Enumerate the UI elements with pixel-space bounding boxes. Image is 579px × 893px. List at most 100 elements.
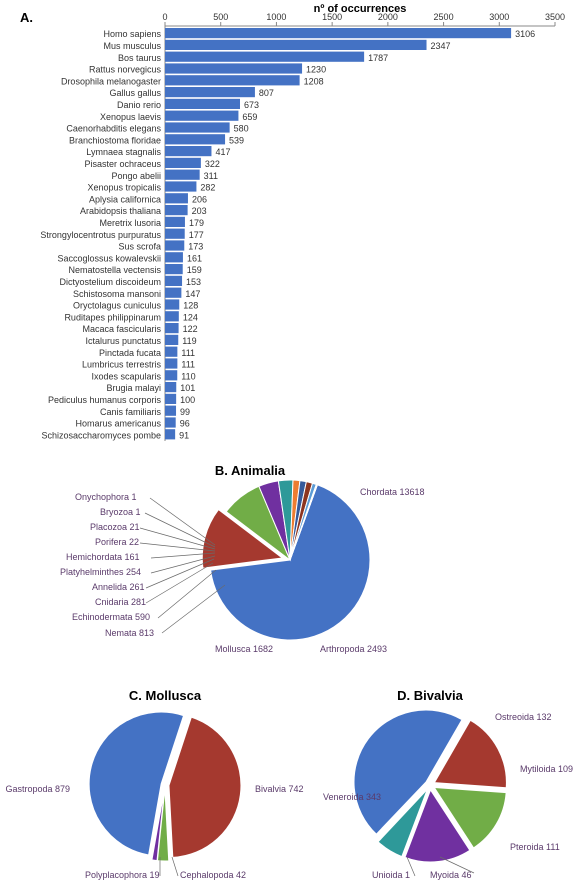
bar-value: 173 <box>188 242 203 252</box>
bar-value: 539 <box>229 135 244 145</box>
bar-name: Brugia malayi <box>106 383 161 393</box>
pie-label: Onychophora 1 <box>75 492 137 502</box>
bar-value: 122 <box>183 324 198 334</box>
pie-label: Mytiloida 109 <box>520 764 573 774</box>
bar-name: Lumbricus terrestris <box>82 360 162 370</box>
tick-label: 0 <box>162 12 167 22</box>
bar-value: 417 <box>215 147 230 157</box>
bar-value: 100 <box>180 395 195 405</box>
bar-value: 124 <box>183 312 198 322</box>
bar-name: Canis familiaris <box>100 407 162 417</box>
bar-value: 282 <box>200 183 215 193</box>
bar <box>165 158 201 168</box>
bar-name: Pediculus humanus corporis <box>48 395 162 405</box>
bar-value: 673 <box>244 100 259 110</box>
bar-name: Sus scrofa <box>118 242 161 252</box>
bar <box>165 87 255 97</box>
bar-value: 203 <box>192 206 207 216</box>
bar <box>165 99 240 109</box>
leader-line <box>172 857 178 876</box>
bar <box>165 264 183 274</box>
tick-label: 2000 <box>378 12 398 22</box>
leader-line <box>146 559 214 588</box>
bar <box>165 335 178 345</box>
panel-a-letter: A. <box>20 10 33 25</box>
bar-value: 153 <box>186 277 201 287</box>
bar-name: Meretrix lusoria <box>99 218 161 228</box>
pie-label: Unioida 1 <box>372 870 410 880</box>
bar-value: 2347 <box>431 41 451 51</box>
bar-value: 659 <box>242 112 257 122</box>
bar-value: 580 <box>234 124 249 134</box>
leader-line <box>145 513 215 547</box>
bar <box>165 276 182 286</box>
tick-label: 2500 <box>434 12 454 22</box>
bar-name: Bos taurus <box>118 53 162 63</box>
bar <box>165 406 176 416</box>
bar-name: Strongylocentrotus purpuratus <box>40 230 161 240</box>
bar-name: Xenopus laevis <box>100 112 162 122</box>
bar-value: 179 <box>189 218 204 228</box>
bar <box>165 146 211 156</box>
bar-value: 101 <box>180 383 195 393</box>
pie-label: Annelida 261 <box>92 582 145 592</box>
bar <box>165 358 177 368</box>
tick-label: 3500 <box>545 12 565 22</box>
bar <box>165 170 200 180</box>
bar-value: 177 <box>189 230 204 240</box>
pie-label: Cnidaria 281 <box>95 597 146 607</box>
bar-name: Rattus norvegicus <box>89 65 162 75</box>
bar-name: Aplysia californica <box>89 194 161 204</box>
pie-label: Veneroida 343 <box>323 792 381 802</box>
bar-value: 99 <box>180 407 190 417</box>
panel-b-title: B. Animalia <box>215 463 286 478</box>
tick-label: 500 <box>213 12 228 22</box>
pie-label: Platyhelminthes 254 <box>60 567 141 577</box>
pie-label: Echinodermata 590 <box>72 612 150 622</box>
pie-slice <box>169 717 241 857</box>
pie-label: Porifera 22 <box>95 537 139 547</box>
bar <box>165 205 188 215</box>
leader-line <box>146 563 213 603</box>
bar <box>165 75 300 85</box>
bar-value: 147 <box>185 289 200 299</box>
bar-name: Schistosoma mansoni <box>73 289 161 299</box>
bar-name: Homo sapiens <box>103 29 161 39</box>
leader-line <box>150 498 215 545</box>
pie-label: Arthropoda 2493 <box>320 644 387 654</box>
bar-name: Pongo abelii <box>111 171 161 181</box>
pie-label: Mollusca 1682 <box>215 644 273 654</box>
bar-value: 322 <box>205 159 220 169</box>
bar-name: Homarus americanus <box>75 419 161 429</box>
pie-label: Pteroida 111 <box>510 842 560 852</box>
bar <box>165 217 185 227</box>
pie-label: Nemata 813 <box>105 628 154 638</box>
pie-label: Chordata 13618 <box>360 487 425 497</box>
bar <box>165 299 179 309</box>
bar <box>165 323 179 333</box>
bar <box>165 370 177 380</box>
panel-d-title: D. Bivalvia <box>397 688 464 703</box>
leader-line <box>162 585 225 633</box>
bar-name: Pisaster ochraceus <box>84 159 161 169</box>
bar <box>165 122 230 132</box>
pie-label: Cephalopoda 42 <box>180 870 246 880</box>
pie-label: Hemichordata 161 <box>66 552 140 562</box>
bar <box>165 347 177 357</box>
bar-name: Ixodes scapularis <box>91 371 161 381</box>
bar <box>165 429 175 439</box>
bar-name: Nematostella vectensis <box>68 265 161 275</box>
bar-name: Lymnaea stagnalis <box>86 147 161 157</box>
bar-value: 128 <box>183 301 198 311</box>
bar-value: 159 <box>187 265 202 275</box>
bar-value: 206 <box>192 194 207 204</box>
bar-name: Danio rerio <box>117 100 161 110</box>
bar <box>165 394 176 404</box>
bar-value: 1787 <box>368 53 388 63</box>
bar-value: 111 <box>181 360 195 370</box>
bar <box>165 417 176 427</box>
tick-label: 3000 <box>489 12 509 22</box>
bar <box>165 111 238 121</box>
leader-line <box>140 528 215 549</box>
bar-value: 807 <box>259 88 274 98</box>
